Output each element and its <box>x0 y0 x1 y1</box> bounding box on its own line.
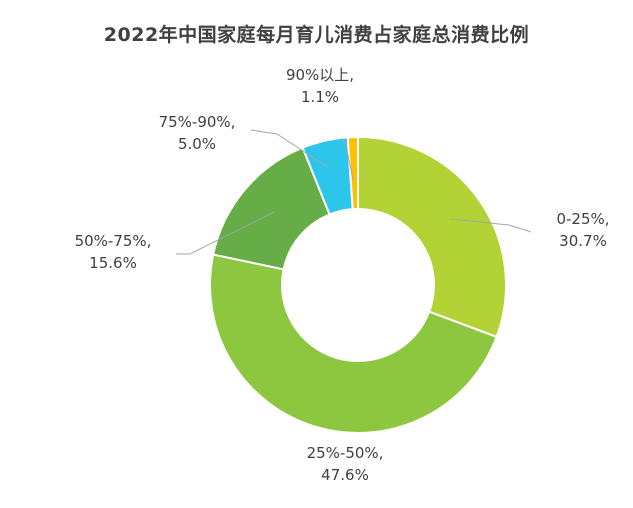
category-label-4: 90%以上, <box>286 66 354 84</box>
value-label-1: 47.6% <box>321 466 369 484</box>
leader-line-3 <box>250 129 330 169</box>
chart-title: 2022年中国家庭每月育儿消费占家庭总消费比例 <box>103 24 530 46</box>
category-label-3: 75%-90%, <box>159 113 236 131</box>
value-label-4: 1.1% <box>301 88 339 106</box>
value-label-2: 15.6% <box>89 254 137 272</box>
leader-line-4 <box>341 137 354 181</box>
leader-line-0 <box>450 218 532 233</box>
slice-0 <box>357 135 507 339</box>
value-label-3: 5.0% <box>178 135 216 153</box>
category-label-1: 25%-50%, <box>307 444 384 462</box>
value-label-0: 30.7% <box>559 232 607 250</box>
slice-4 <box>346 135 359 211</box>
leader-line-2 <box>176 211 275 255</box>
category-label-2: 50%-75%, <box>75 232 152 250</box>
category-label-0: 0-25%, <box>556 210 609 228</box>
slice-1 <box>209 253 498 434</box>
